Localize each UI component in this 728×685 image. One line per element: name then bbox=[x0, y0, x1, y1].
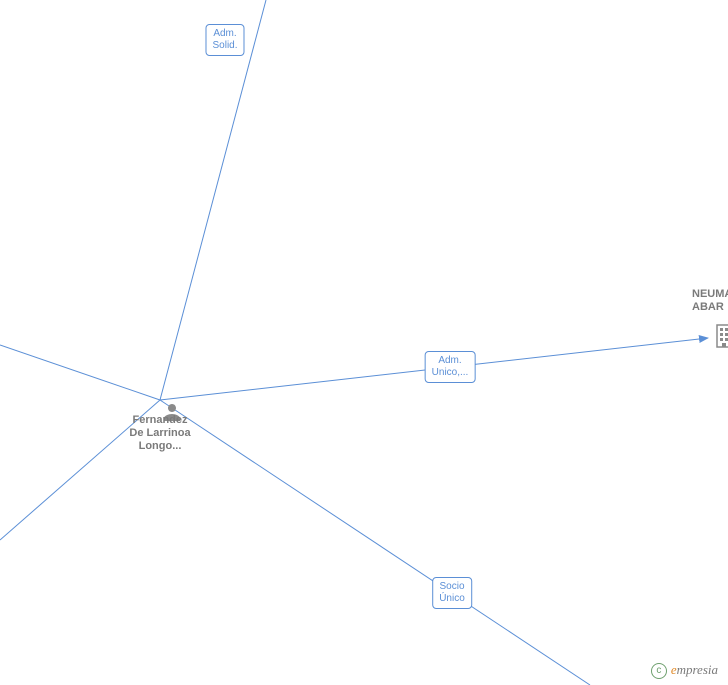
edge-line bbox=[160, 0, 266, 400]
edge-label: Socio Único bbox=[432, 577, 472, 609]
edge-line bbox=[160, 400, 590, 685]
edge-label: Adm. Unico,... bbox=[425, 351, 476, 383]
watermark: cempresia bbox=[651, 662, 718, 679]
edge-label: Adm. Solid. bbox=[205, 24, 244, 56]
edge-line bbox=[0, 345, 160, 400]
edge-layer bbox=[0, 0, 728, 685]
copyright-icon: c bbox=[651, 663, 667, 679]
center-node-label: Fernandez De Larrinoa Longo... bbox=[129, 414, 190, 453]
right-node-label: NEUMA ABAR bbox=[692, 288, 728, 314]
